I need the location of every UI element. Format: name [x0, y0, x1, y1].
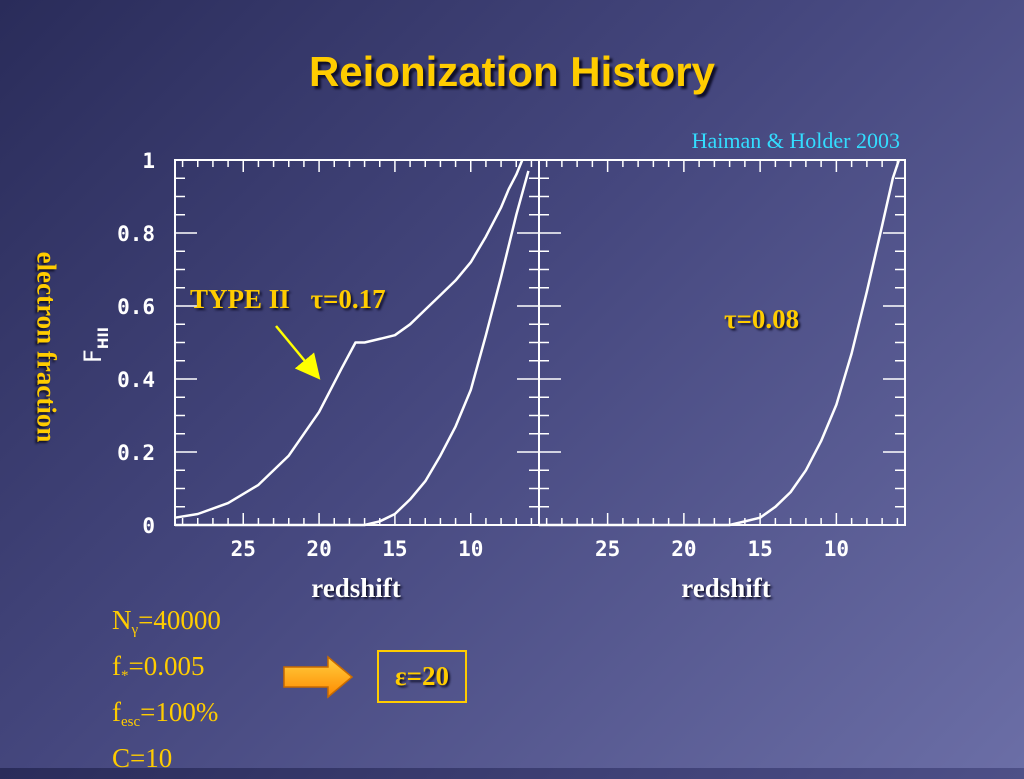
- slide-title: Reionization History: [308, 48, 716, 95]
- param-f-star: f*=0.005: [112, 651, 205, 684]
- x-tick-label: 25: [595, 537, 620, 561]
- panel-left: 25 20 15 10 0 0.2 0.4 0.6 0.8 1 FHII: [79, 149, 540, 561]
- annotation-arrow: [275, 325, 321, 380]
- series-line-left-1: [175, 170, 530, 527]
- type-ii-annotation: TYPE II τ=0.17: [190, 284, 386, 315]
- tau-left-label: τ=0.17: [310, 284, 386, 314]
- y-tick-label: 0.4: [117, 368, 155, 392]
- y-axis-label: electron fraction: [31, 251, 62, 443]
- x-tick-label: 20: [671, 537, 696, 561]
- citation: Haiman & Holder 2003: [691, 128, 900, 153]
- plot-frame-right: [538, 159, 906, 526]
- x-tick-label: 25: [231, 537, 256, 561]
- x-tick-label: 10: [458, 537, 483, 561]
- x-tick-label: 10: [824, 537, 849, 561]
- panel-right: 25 20 15 10: [538, 159, 906, 561]
- y-tick-label: 1: [142, 149, 155, 173]
- type-ii-label: TYPE II: [190, 284, 290, 314]
- param-n-gamma: Nγ=40000: [112, 605, 221, 638]
- right-arrow-icon: [283, 655, 354, 699]
- parameter-list: Nγ=40000 f*=0.005 fesc=100% C=10: [112, 600, 221, 779]
- f-hii-label: FHII: [79, 327, 112, 363]
- y-tick-label: 0.8: [117, 222, 155, 246]
- y-tick-label: 0.2: [117, 441, 155, 465]
- x-tick-label: 20: [306, 537, 331, 561]
- tau-right-label: τ=0.08: [724, 304, 800, 334]
- epsilon-box: ε=20: [377, 650, 467, 703]
- x-tick-label: 15: [747, 537, 772, 561]
- param-f-esc: fesc=100%: [112, 697, 219, 730]
- x-tick-label: 15: [382, 537, 407, 561]
- y-tick-label: 0: [142, 514, 155, 538]
- x-axis-label-left: redshift: [311, 573, 401, 603]
- param-c: C=10: [112, 743, 173, 773]
- y-tick-label: 0.6: [117, 295, 155, 319]
- x-axis-label-right: redshift: [681, 573, 771, 603]
- series-line-left-0: [174, 159, 524, 519]
- series-line-right-0: [539, 159, 901, 527]
